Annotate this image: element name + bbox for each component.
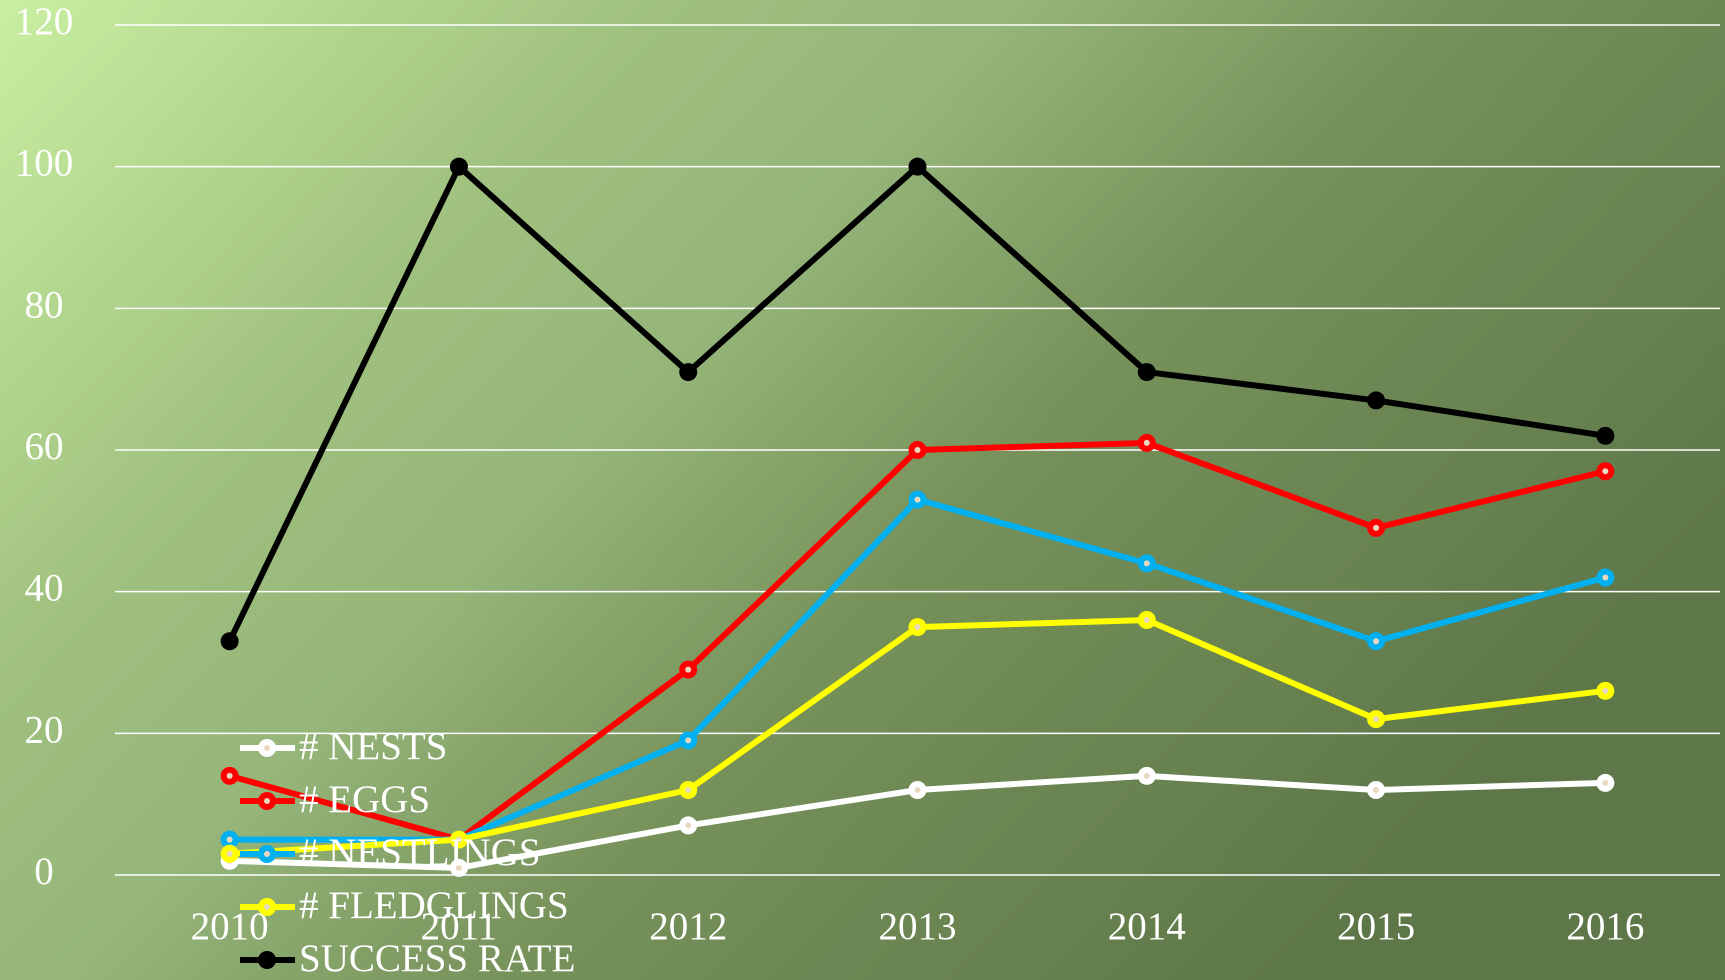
marker bbox=[1596, 773, 1615, 792]
x-tick-label: 2013 bbox=[879, 905, 957, 948]
marker bbox=[908, 618, 927, 637]
marker-inner bbox=[226, 772, 233, 779]
y-tick-label: 100 bbox=[15, 142, 74, 185]
marker-inner bbox=[1602, 574, 1609, 581]
marker bbox=[1137, 554, 1156, 573]
marker-inner bbox=[1373, 716, 1380, 723]
marker bbox=[1596, 568, 1615, 587]
marker bbox=[1596, 681, 1615, 700]
marker-outer bbox=[449, 157, 468, 176]
marker bbox=[1367, 391, 1386, 410]
marker-inner bbox=[1143, 617, 1150, 623]
marker-inner bbox=[226, 850, 233, 857]
marker-outer bbox=[1137, 363, 1156, 382]
marker bbox=[1367, 781, 1386, 799]
marker-inner bbox=[1143, 439, 1150, 446]
marker-inner bbox=[226, 836, 233, 843]
marker bbox=[1367, 710, 1386, 729]
marker-outer bbox=[258, 951, 276, 969]
marker bbox=[1137, 363, 1156, 382]
marker bbox=[679, 781, 698, 799]
y-tick-label: 80 bbox=[25, 283, 64, 326]
marker-inner bbox=[264, 798, 270, 804]
marker-outer bbox=[220, 632, 239, 651]
marker-inner bbox=[1143, 560, 1150, 567]
marker-inner bbox=[685, 666, 692, 673]
marker-inner bbox=[455, 836, 462, 843]
legend: # NESTS # EGGS # NESTLINGS # FLEDGLINGS SUCC… bbox=[240, 725, 575, 980]
y-tick-label: 120 bbox=[15, 0, 74, 43]
marker bbox=[679, 660, 698, 679]
x-tick-label: 2011 bbox=[421, 905, 498, 948]
marker bbox=[908, 490, 927, 509]
marker-outer bbox=[1596, 426, 1615, 445]
marker bbox=[1137, 611, 1156, 629]
marker bbox=[220, 632, 239, 651]
marker bbox=[908, 441, 927, 459]
y-tick-label: 0 bbox=[34, 850, 54, 893]
marker bbox=[258, 951, 276, 969]
y-tick-label: 20 bbox=[25, 708, 64, 751]
marker-inner bbox=[914, 624, 921, 631]
marker bbox=[258, 845, 276, 863]
marker-outer bbox=[908, 157, 927, 176]
grid: 0 20 40 60 80 100 120 2010 2011 2012 2013 2014 2015 2… bbox=[15, 0, 1720, 948]
marker bbox=[449, 858, 468, 877]
marker bbox=[258, 739, 276, 757]
marker bbox=[1596, 426, 1615, 445]
marker bbox=[1367, 632, 1386, 651]
marker bbox=[679, 816, 698, 835]
x-tick-label: 2012 bbox=[649, 905, 727, 948]
marker-outer bbox=[1367, 391, 1386, 410]
marker bbox=[258, 898, 276, 916]
plot bbox=[220, 157, 1615, 877]
x-tick-label: 2016 bbox=[1566, 905, 1644, 948]
marker bbox=[220, 844, 239, 863]
y-tick-label: 40 bbox=[25, 567, 64, 610]
legend-label: # FLEDGLINGS bbox=[299, 884, 569, 927]
marker-inner bbox=[914, 447, 921, 453]
legend-label: # EGGS bbox=[299, 778, 430, 821]
marker-inner bbox=[1373, 638, 1380, 645]
marker-inner bbox=[1602, 687, 1609, 694]
marker bbox=[1367, 518, 1386, 537]
marker-inner bbox=[1143, 772, 1150, 779]
marker bbox=[1137, 766, 1156, 785]
marker bbox=[220, 766, 239, 785]
x-tick-label: 2010 bbox=[191, 905, 269, 948]
marker bbox=[908, 781, 927, 799]
marker bbox=[1137, 433, 1156, 452]
marker bbox=[679, 731, 698, 750]
marker bbox=[908, 157, 927, 176]
marker-inner bbox=[1602, 779, 1609, 786]
marker-inner bbox=[1602, 468, 1609, 475]
x-tick-label: 2015 bbox=[1337, 905, 1415, 948]
marker-inner bbox=[455, 864, 462, 871]
marker bbox=[220, 830, 239, 849]
marker bbox=[258, 792, 276, 810]
marker bbox=[449, 157, 468, 176]
marker bbox=[1596, 462, 1615, 481]
marker-inner bbox=[1373, 787, 1380, 793]
x-tick-label: 2014 bbox=[1108, 905, 1186, 948]
marker bbox=[449, 830, 468, 849]
marker bbox=[679, 363, 698, 382]
legend-label: SUCCESS RATE bbox=[299, 937, 575, 980]
marker-inner bbox=[264, 851, 270, 857]
marker-inner bbox=[914, 496, 921, 503]
marker-inner bbox=[264, 745, 270, 751]
marker-inner bbox=[914, 787, 921, 793]
marker-outer bbox=[679, 363, 698, 382]
y-tick-label: 60 bbox=[25, 425, 64, 468]
marker-inner bbox=[685, 737, 692, 744]
marker-inner bbox=[264, 904, 270, 910]
legend-label: # NESTS bbox=[299, 725, 447, 768]
marker-inner bbox=[685, 822, 692, 829]
marker-inner bbox=[685, 787, 692, 793]
marker-inner bbox=[1373, 524, 1380, 531]
legend-label: # NESTLINGS bbox=[299, 831, 541, 874]
